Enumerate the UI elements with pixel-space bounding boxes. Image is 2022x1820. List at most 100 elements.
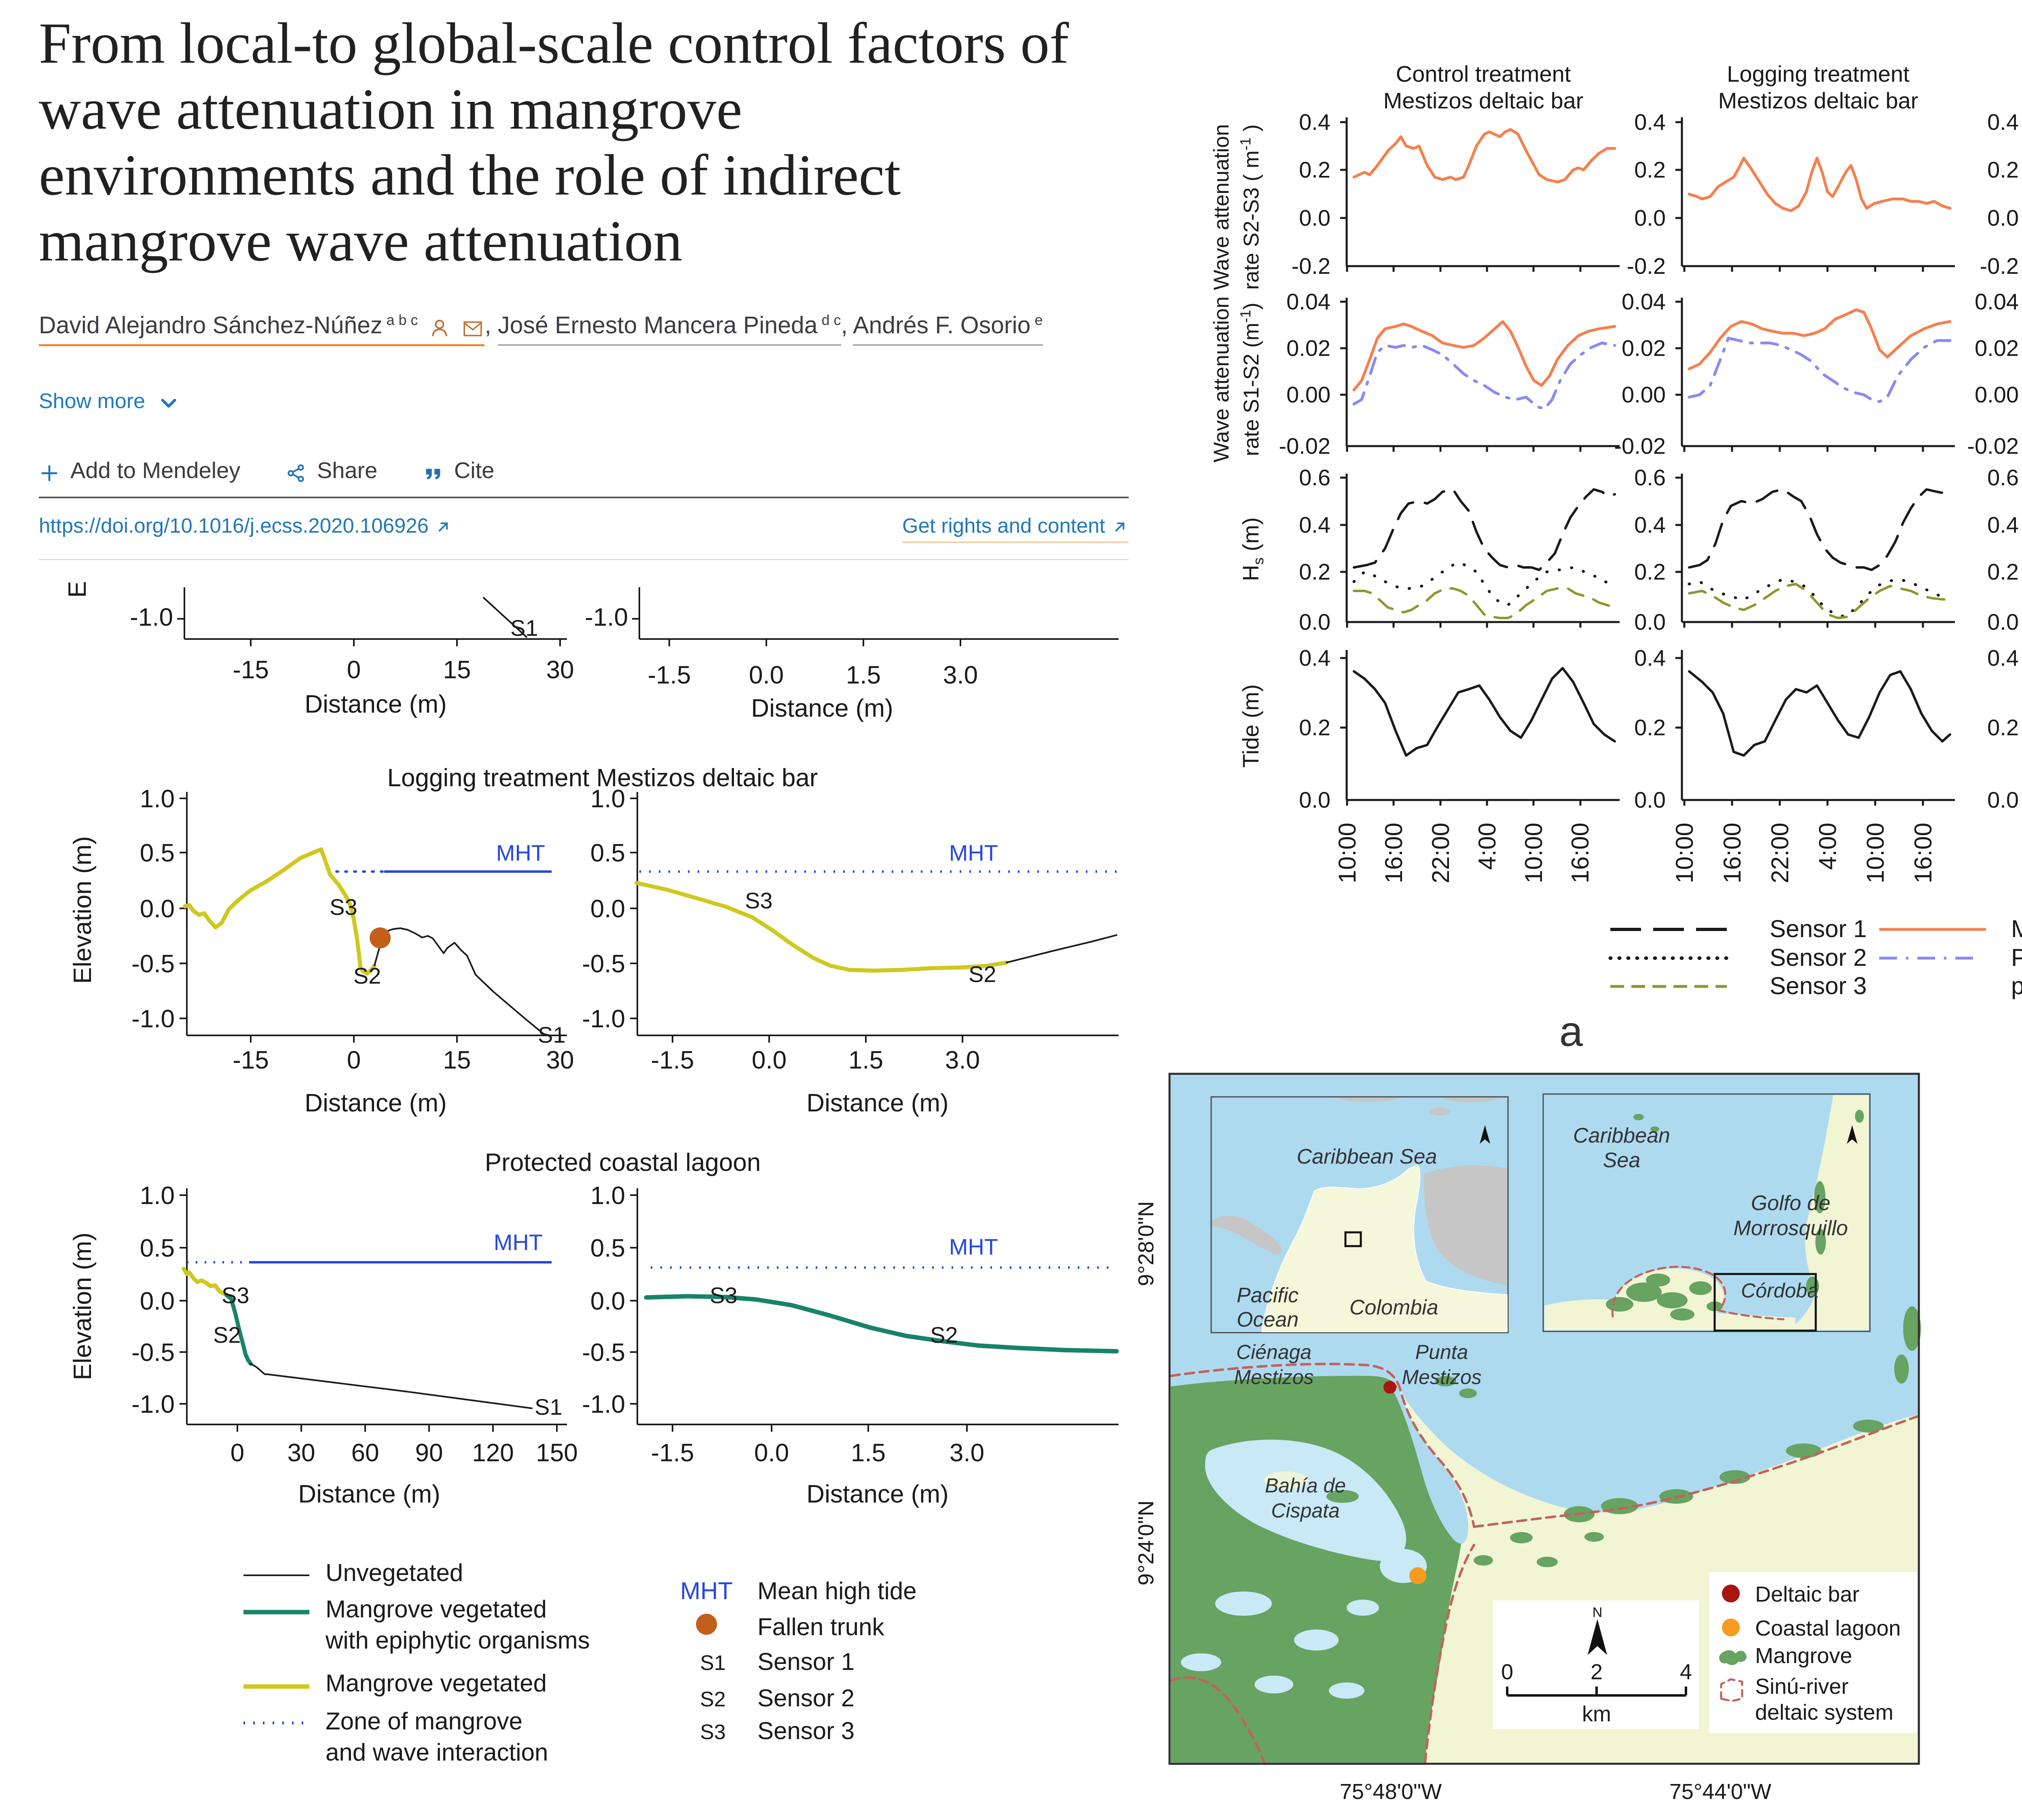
svg-text:0.5: 0.5: [140, 1234, 175, 1262]
svg-text:0.6: 0.6: [1987, 465, 2019, 490]
svg-text:90: 90: [415, 1439, 443, 1467]
svg-text:-1.5: -1.5: [651, 1439, 694, 1467]
svg-text:Sensor 2: Sensor 2: [1770, 944, 1867, 971]
svg-text:0.4: 0.4: [1299, 109, 1330, 135]
svg-text:10:00: 10:00: [1520, 823, 1547, 883]
svg-text:0.0: 0.0: [1299, 787, 1330, 813]
svg-text:-15: -15: [233, 1046, 269, 1074]
svg-text:0.0: 0.0: [1634, 205, 1666, 231]
svg-text:0.4: 0.4: [1987, 645, 2019, 671]
svg-text:-1.0: -1.0: [131, 1390, 175, 1418]
svg-text:4: 4: [1680, 1660, 1692, 1684]
svg-text:0.6: 0.6: [1634, 465, 1666, 490]
svg-text:0.2: 0.2: [1634, 157, 1666, 182]
svg-text:0.0: 0.0: [1299, 609, 1330, 635]
svg-text:MHT: MHT: [949, 1234, 998, 1259]
svg-text:Mestizos deltaic bar: Mestizos deltaic bar: [1383, 88, 1584, 113]
svg-text:Control treatment: Control treatment: [1396, 61, 1571, 87]
svg-text:Protected coastal lagoon: Protected coastal lagoon: [485, 1149, 761, 1177]
svg-text:Sinú-river: Sinú-river: [1755, 1674, 1849, 1699]
svg-text:Hs (m): Hs (m): [1238, 517, 1267, 581]
svg-text:Córdoba: Córdoba: [1741, 1279, 1819, 1302]
svg-text:0.0: 0.0: [752, 1046, 787, 1074]
svg-text:0.4: 0.4: [1634, 512, 1666, 538]
svg-text:15: 15: [443, 1046, 471, 1074]
svg-text:0.2: 0.2: [1634, 559, 1666, 584]
svg-text:Logging treatment Mestizos del: Logging treatment Mestizos deltaic bar: [387, 764, 818, 792]
svg-text:Elevation (m): Elevation (m): [69, 1232, 97, 1380]
svg-text:3.0: 3.0: [950, 1439, 984, 1467]
svg-text:0.02: 0.02: [1286, 335, 1330, 361]
svg-text:S3: S3: [222, 1282, 250, 1308]
svg-text:0.04: 0.04: [1286, 289, 1330, 314]
svg-text:0.0: 0.0: [754, 1439, 789, 1467]
svg-text:-0.2: -0.2: [1980, 253, 2019, 279]
svg-text:-1.0: -1.0: [130, 603, 173, 631]
svg-text:2: 2: [1591, 1660, 1603, 1684]
svg-text:Punta: Punta: [1415, 1341, 1468, 1363]
svg-text:-0.5: -0.5: [131, 950, 175, 978]
svg-text:MHT: MHT: [949, 840, 998, 866]
svg-text:-1.5: -1.5: [651, 1046, 694, 1074]
svg-text:-0.2: -0.2: [1627, 253, 1666, 279]
svg-text:75°44'0"W: 75°44'0"W: [1669, 1780, 1771, 1804]
svg-text:with epiphytic organisms: with epiphytic organisms: [325, 1627, 590, 1654]
svg-text:Mestizos: Mestizos: [1402, 1366, 1481, 1388]
svg-text:Zone of mangrove: Zone of mangrove: [326, 1708, 522, 1735]
svg-text:Coastal lagoon: Coastal lagoon: [1755, 1616, 1901, 1640]
svg-text:-1.5: -1.5: [648, 661, 691, 689]
svg-text:0.0: 0.0: [1299, 205, 1330, 231]
svg-text:-0.02: -0.02: [1279, 433, 1330, 459]
svg-text:1.0: 1.0: [590, 1182, 625, 1210]
svg-text:Colombia: Colombia: [1349, 1296, 1438, 1319]
svg-text:0.0: 0.0: [1987, 205, 2019, 231]
svg-text:0.2: 0.2: [1299, 157, 1330, 182]
svg-text:deltaic system: deltaic system: [1755, 1700, 1893, 1725]
svg-text:S2: S2: [700, 1688, 726, 1711]
svg-text:-1.0: -1.0: [582, 1390, 625, 1418]
svg-text:0.0: 0.0: [1634, 787, 1666, 813]
svg-text:Pacific: Pacific: [1237, 1284, 1299, 1307]
svg-text:0.2: 0.2: [1634, 715, 1666, 740]
svg-text:1.5: 1.5: [848, 1046, 883, 1074]
svg-text:Distance (m): Distance (m): [806, 1480, 948, 1508]
svg-text:0.0: 0.0: [590, 1287, 625, 1315]
svg-text:0.4: 0.4: [1634, 109, 1666, 135]
svg-text:9°24'0"N: 9°24'0"N: [1134, 1500, 1158, 1585]
svg-text:0.0: 0.0: [1634, 609, 1666, 635]
svg-text:0.6: 0.6: [1299, 465, 1330, 490]
svg-text:Wave attenuation: Wave attenuation: [1210, 296, 1233, 463]
svg-text:3.0: 3.0: [943, 661, 978, 689]
svg-text:0.02: 0.02: [1975, 335, 2019, 361]
svg-text:30: 30: [288, 1439, 315, 1467]
svg-text:-15: -15: [233, 656, 269, 684]
svg-text:3.0: 3.0: [945, 1046, 980, 1074]
svg-text:0.4: 0.4: [1299, 645, 1330, 671]
svg-text:km: km: [1582, 1702, 1611, 1726]
svg-text:Distance (m): Distance (m): [305, 1089, 446, 1117]
svg-text:0.00: 0.00: [1622, 382, 1666, 407]
svg-text:Sensor 3: Sensor 3: [757, 1717, 854, 1744]
svg-text:S3: S3: [745, 888, 773, 913]
svg-text:-1.0: -1.0: [582, 1005, 625, 1033]
svg-text:MHT: MHT: [680, 1577, 733, 1604]
svg-text:-1.0: -1.0: [131, 1005, 175, 1033]
svg-text:Cispata: Cispata: [1271, 1499, 1340, 1522]
svg-text:Sensor 3: Sensor 3: [1770, 972, 1867, 999]
svg-text:S2: S2: [930, 1322, 958, 1348]
svg-text:1.0: 1.0: [590, 785, 625, 813]
svg-text:Tide (m): Tide (m): [1238, 684, 1263, 768]
svg-text:Measured: Measured: [2011, 915, 2022, 942]
svg-text:Mestizos: Mestizos: [1234, 1366, 1313, 1388]
svg-text:a: a: [1559, 1008, 1583, 1055]
svg-text:Sensor 2: Sensor 2: [757, 1685, 854, 1712]
svg-text:0: 0: [1501, 1660, 1513, 1684]
svg-text:Deltaic bar: Deltaic bar: [1755, 1582, 1859, 1606]
svg-text:0.04: 0.04: [1622, 289, 1666, 314]
svg-text:0: 0: [347, 1046, 361, 1074]
svg-text:Sensor 1: Sensor 1: [1770, 915, 1867, 942]
svg-text:0: 0: [231, 1439, 244, 1467]
svg-text:1.0: 1.0: [140, 785, 175, 813]
svg-text:0.2: 0.2: [1987, 559, 2019, 584]
svg-text:0.0: 0.0: [1987, 787, 2019, 813]
